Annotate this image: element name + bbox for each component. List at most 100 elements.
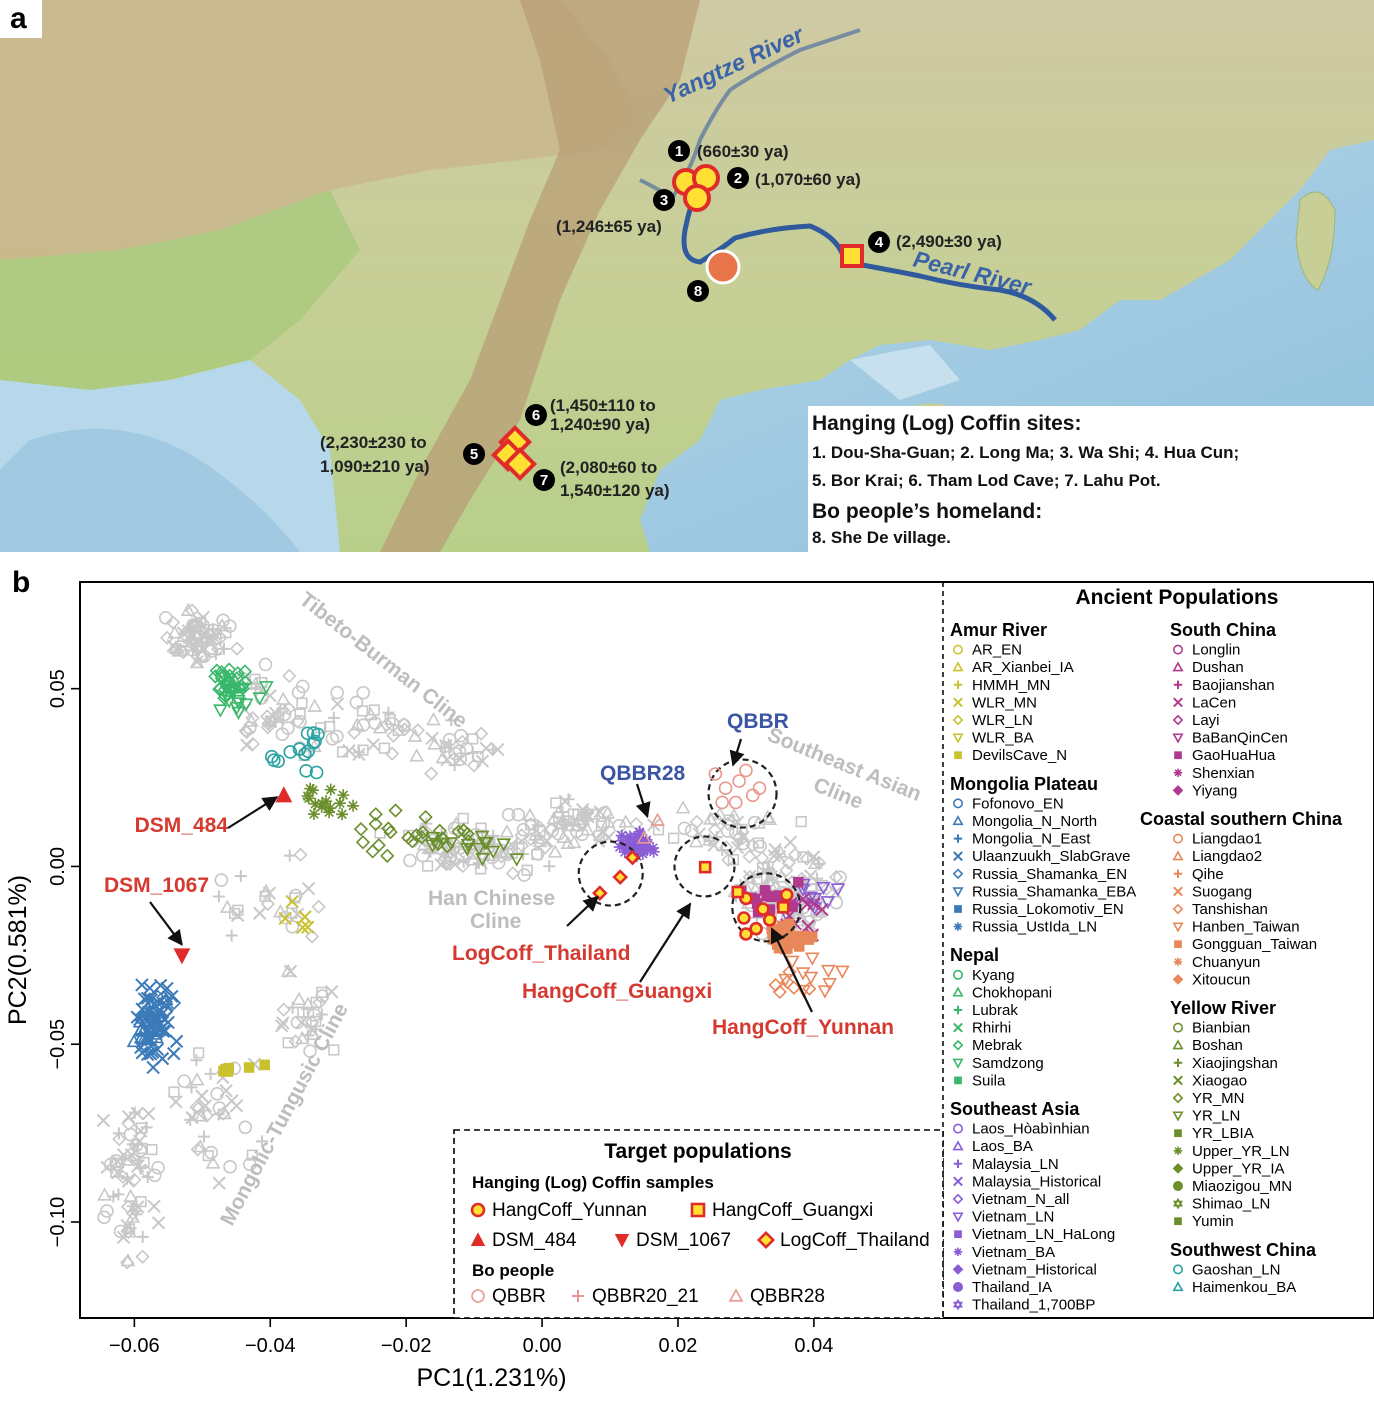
reference-point bbox=[560, 815, 573, 827]
target-legend-item: DSM_484 bbox=[492, 1230, 577, 1251]
reference-point bbox=[424, 766, 439, 781]
reference-point bbox=[274, 1019, 289, 1033]
ancient-legend-marker bbox=[1172, 1039, 1184, 1050]
group-point bbox=[135, 978, 149, 992]
highlight-circle bbox=[731, 872, 802, 943]
ancient-legend-marker bbox=[953, 922, 963, 931]
ancient-legend-item: Fofonovo_EN bbox=[972, 795, 1064, 812]
reference-point bbox=[455, 858, 470, 874]
y-axis-label: PC2(0.581%) bbox=[4, 875, 32, 1025]
reference-point bbox=[575, 802, 590, 817]
callout-hangcoff-yunnan: HangCoff_Yunnan bbox=[712, 1016, 894, 1039]
group-point bbox=[278, 911, 292, 926]
reference-point bbox=[352, 747, 366, 762]
group-point bbox=[155, 995, 171, 1010]
reference-point bbox=[580, 822, 595, 836]
ancient-legend-marker bbox=[1172, 974, 1184, 985]
reference-point bbox=[543, 860, 556, 873]
group-point bbox=[306, 784, 319, 797]
x-axis-label: PC1(1.231%) bbox=[416, 1364, 566, 1392]
reference-point bbox=[123, 1223, 136, 1235]
ancient-legend-group-title: Yellow River bbox=[1170, 998, 1276, 1018]
reference-point bbox=[176, 626, 191, 640]
reference-point bbox=[96, 1113, 111, 1128]
ancient-legend-marker bbox=[1174, 1129, 1182, 1138]
reference-point bbox=[760, 809, 775, 823]
reference-point bbox=[225, 929, 238, 942]
group-point bbox=[295, 920, 310, 935]
reference-point bbox=[167, 625, 183, 639]
target-legend-item: QBBR bbox=[492, 1286, 546, 1307]
target-legend-marker bbox=[572, 1290, 584, 1302]
ancient-legend-group-title: Coastal southern China bbox=[1140, 809, 1343, 829]
group-point bbox=[155, 1009, 170, 1025]
group-point bbox=[830, 883, 846, 897]
gulf bbox=[850, 345, 960, 400]
ancient-legend-marker bbox=[1172, 1163, 1184, 1174]
group-point bbox=[405, 834, 420, 849]
ancient-legend-marker bbox=[1172, 1197, 1184, 1210]
reference-point bbox=[189, 1072, 205, 1086]
callout-qbbr: QBBR bbox=[727, 710, 789, 733]
group-point bbox=[631, 845, 644, 858]
ancient-legend-group-title: Amur River bbox=[950, 620, 1047, 640]
reference-point bbox=[293, 715, 307, 729]
date-1: (660±30 ya) bbox=[697, 142, 789, 161]
group-point bbox=[803, 891, 818, 905]
plateau bbox=[0, 0, 640, 260]
group-point bbox=[134, 1030, 149, 1044]
reference-point bbox=[742, 849, 757, 864]
ancient-legend-item: Yumin bbox=[1192, 1213, 1234, 1230]
badge-5: 5 bbox=[470, 446, 478, 463]
ancient-legend-item: Thailand_IA bbox=[972, 1279, 1052, 1296]
group-point bbox=[443, 837, 459, 851]
group-point bbox=[806, 931, 818, 943]
group-point bbox=[471, 842, 487, 857]
target-legend-marker bbox=[756, 1230, 776, 1250]
y-tick-label: 0.00 bbox=[47, 847, 69, 886]
group-point bbox=[347, 799, 360, 812]
reference-point bbox=[209, 648, 222, 661]
reference-point bbox=[540, 834, 554, 848]
ancient-legend-marker bbox=[952, 798, 963, 809]
group-point bbox=[816, 881, 831, 896]
ancient-legend-item: Malaysia_Historical bbox=[972, 1173, 1101, 1190]
group-point bbox=[380, 848, 395, 863]
callout-qbbr28: QBBR28 bbox=[600, 762, 686, 785]
reference-point bbox=[487, 743, 500, 756]
ancient-legend-marker bbox=[1174, 751, 1182, 760]
reference-point bbox=[528, 827, 543, 841]
reference-point bbox=[97, 1187, 112, 1201]
reference-point bbox=[238, 1120, 253, 1135]
reference-point bbox=[668, 832, 680, 844]
ancient-legend-marker bbox=[1173, 1075, 1183, 1086]
reference-point bbox=[517, 868, 532, 882]
ancient-legend-marker bbox=[1173, 886, 1183, 897]
ancient-legend-item: Qihe bbox=[1192, 866, 1224, 883]
reference-point bbox=[397, 722, 412, 737]
reference-point bbox=[593, 830, 605, 842]
group-point bbox=[150, 989, 165, 1004]
reference-point bbox=[290, 907, 305, 921]
reference-point bbox=[135, 1249, 150, 1264]
group-point bbox=[231, 706, 246, 721]
y-tick-label: −0.05 bbox=[47, 1019, 69, 1070]
group-point bbox=[150, 1042, 165, 1057]
ancient-legend-marker bbox=[952, 1039, 964, 1051]
hangcoff-guangxi-point bbox=[777, 901, 790, 914]
reference-point bbox=[121, 1174, 136, 1188]
ancient-legend-marker bbox=[954, 1230, 962, 1239]
group-point bbox=[225, 687, 240, 701]
group-point bbox=[383, 824, 398, 840]
panel-a-letter-bg bbox=[0, 0, 42, 38]
group-point bbox=[783, 918, 795, 930]
reference-point bbox=[396, 717, 412, 732]
reference-point bbox=[420, 825, 435, 841]
ancient-legend-item: Longlin bbox=[1192, 642, 1240, 659]
reference-point bbox=[190, 655, 204, 669]
qbbr-point bbox=[732, 774, 746, 788]
reference-point bbox=[107, 1190, 120, 1203]
reference-point bbox=[762, 811, 778, 825]
reference-point bbox=[310, 996, 322, 1008]
